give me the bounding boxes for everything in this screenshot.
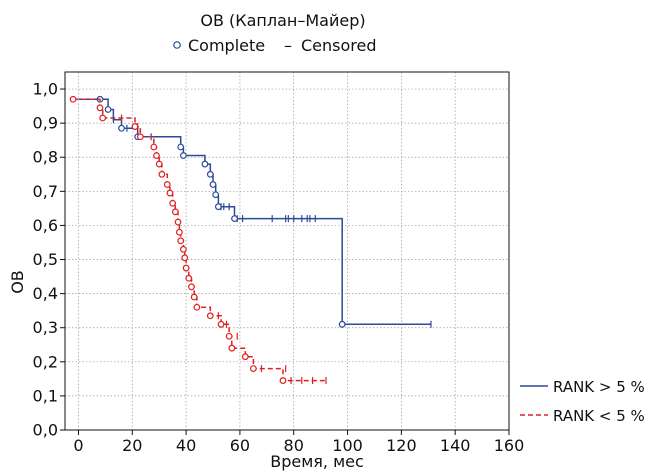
- legend-label: RANK > 5 %: [553, 378, 645, 396]
- plot-frame: [64, 71, 510, 431]
- series-line: [78, 98, 431, 326]
- y-tick-label: 0,6: [33, 216, 58, 235]
- y-tick-label: 1,0: [33, 80, 58, 99]
- event-marker: [214, 203, 222, 211]
- event-marker: [96, 104, 104, 112]
- event-marker: [212, 191, 220, 199]
- y-tick-label: 0,4: [33, 284, 58, 303]
- event-marker: [177, 143, 185, 151]
- event-marker: [185, 274, 193, 282]
- event-marker: [190, 293, 198, 301]
- y-tick-label: 0,5: [33, 250, 58, 269]
- series-2: [69, 95, 327, 385]
- event-marker: [136, 133, 144, 141]
- event-marker: [241, 353, 249, 361]
- event-marker: [118, 124, 125, 132]
- event-marker: [169, 199, 177, 207]
- event-marker: [206, 170, 214, 178]
- x-tick-label: 40: [176, 436, 196, 455]
- complete-label: Complete: [188, 36, 265, 55]
- y-tick-label: 0,3: [33, 318, 58, 337]
- event-marker: [69, 95, 77, 103]
- y-tick-label: 0,9: [33, 114, 58, 133]
- event-marker: [279, 377, 287, 384]
- legend-label: RANK < 5 %: [553, 407, 645, 425]
- event-marker: [228, 344, 236, 352]
- event-marker: [225, 332, 233, 340]
- event-marker: [163, 181, 171, 188]
- censored-label: Censored: [301, 36, 377, 55]
- x-axis-label: Время, мес: [270, 452, 364, 471]
- event-marker: [174, 218, 182, 226]
- complete-marker-icon: [173, 41, 181, 49]
- y-tick-label: 0,2: [33, 352, 58, 371]
- x-tick-label: 140: [440, 436, 471, 455]
- y-axis-label: ОВ: [8, 270, 27, 294]
- event-marker: [131, 123, 139, 130]
- series-1: [78, 95, 432, 328]
- x-tick-label: 100: [332, 436, 363, 455]
- event-marker: [99, 114, 107, 122]
- event-marker: [155, 160, 163, 168]
- event-marker: [231, 215, 238, 223]
- event-marker: [179, 245, 187, 253]
- event-marker: [104, 106, 112, 113]
- event-marker: [150, 143, 158, 151]
- grid: [65, 72, 510, 431]
- top-legend: Complete – Censored: [173, 36, 377, 55]
- event-marker: [201, 160, 209, 168]
- y-tick-label: 0,0: [33, 421, 58, 440]
- event-marker: [206, 312, 214, 320]
- event-marker: [193, 303, 201, 311]
- bottom-legend: RANK > 5 % RANK < 5 %: [520, 378, 645, 425]
- series-line: [73, 98, 326, 382]
- x-axis: 0 20 40 60 80 100 120 140 160: [73, 430, 524, 455]
- y-tick-label: 0,8: [33, 148, 58, 167]
- x-tick-label: 80: [284, 436, 304, 455]
- event-marker: [338, 320, 346, 328]
- chart-title: ОВ (Каплан–Майер): [200, 11, 365, 30]
- event-marker: [188, 283, 195, 291]
- y-axis: 0,0 0,1 0,2 0,3 0,4 0,5 0,6 0,7 0,8 0,9 1,0: [33, 80, 65, 440]
- y-tick-label: 0,1: [33, 386, 58, 405]
- event-marker: [153, 152, 160, 159]
- x-tick-label: 120: [386, 436, 417, 455]
- event-marker: [249, 365, 257, 373]
- x-tick-label: 60: [230, 436, 250, 455]
- event-marker: [217, 320, 225, 328]
- event-marker: [177, 237, 185, 245]
- x-tick-label: 160: [494, 436, 525, 455]
- x-tick-label: 0: [73, 436, 83, 455]
- series-layer: [69, 95, 432, 385]
- event-marker: [158, 170, 166, 178]
- event-marker: [171, 208, 179, 216]
- event-marker: [209, 181, 217, 188]
- x-tick-label: 20: [122, 436, 142, 455]
- censored-marker: –: [284, 36, 292, 55]
- event-marker: [179, 152, 187, 159]
- event-marker: [182, 264, 190, 272]
- event-marker: [175, 228, 183, 236]
- event-marker: [181, 254, 189, 262]
- event-marker: [166, 189, 174, 197]
- y-tick-label: 0,7: [33, 182, 58, 201]
